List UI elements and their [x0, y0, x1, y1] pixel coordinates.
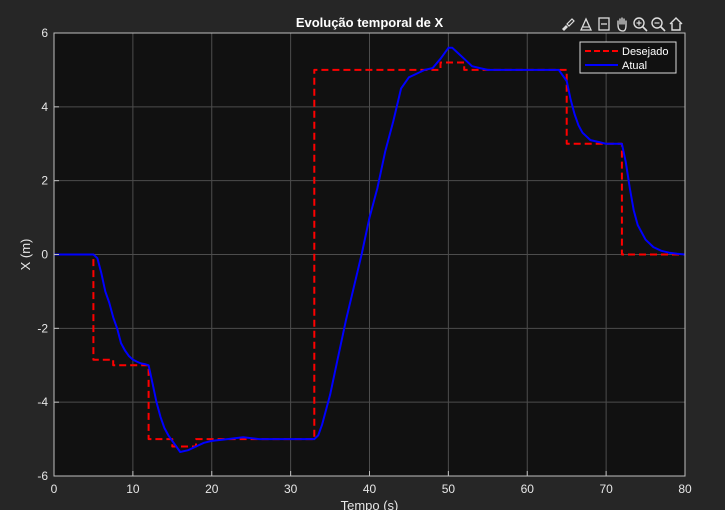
y-tick-label: -2 — [37, 321, 48, 335]
restore-view-icon[interactable] — [596, 15, 612, 33]
chart-title: Evolução temporal de X — [296, 15, 444, 30]
x-tick-label: 40 — [363, 482, 377, 496]
y-tick-label: 0 — [41, 248, 48, 262]
axes-toolbar — [560, 14, 684, 34]
series-layer — [54, 46, 686, 453]
x-tick-label: 10 — [126, 482, 140, 496]
x-tick-label: 50 — [442, 482, 456, 496]
y-tick-label: 2 — [41, 174, 48, 188]
x-tick-label: 60 — [521, 482, 535, 496]
x-tick-label: 20 — [205, 482, 219, 496]
series-line-atual[interactable] — [54, 46, 686, 453]
legend-entry: Desejado — [622, 46, 668, 58]
home-icon[interactable] — [668, 15, 684, 33]
y-axis-label: X (m) — [18, 239, 33, 271]
brush-icon[interactable] — [560, 15, 576, 33]
zoom-in-icon[interactable] — [632, 15, 648, 33]
legend[interactable]: Desejado Atual — [579, 41, 677, 74]
x-tick-label: 0 — [51, 482, 58, 496]
y-tick-label: -4 — [37, 395, 48, 409]
x-axis-label: Tempo (s) — [341, 498, 399, 510]
data-tip-icon[interactable] — [578, 15, 594, 33]
x-tick-label: 30 — [284, 482, 298, 496]
series-line-desejado[interactable] — [54, 61, 685, 448]
x-tick-label: 80 — [678, 482, 692, 496]
y-tick-label: -6 — [37, 469, 48, 483]
legend-entry: Atual — [622, 60, 647, 72]
zoom-out-icon[interactable] — [650, 15, 666, 33]
legend-box — [579, 41, 677, 74]
pan-icon[interactable] — [614, 15, 630, 33]
y-tick-label: 6 — [41, 26, 48, 40]
x-tick-label: 70 — [599, 482, 613, 496]
ticks: 0 10 20 30 40 50 60 70 80 -6 -4 -2 0 2 4 6 — [37, 26, 692, 496]
y-tick-label: 4 — [41, 100, 48, 114]
